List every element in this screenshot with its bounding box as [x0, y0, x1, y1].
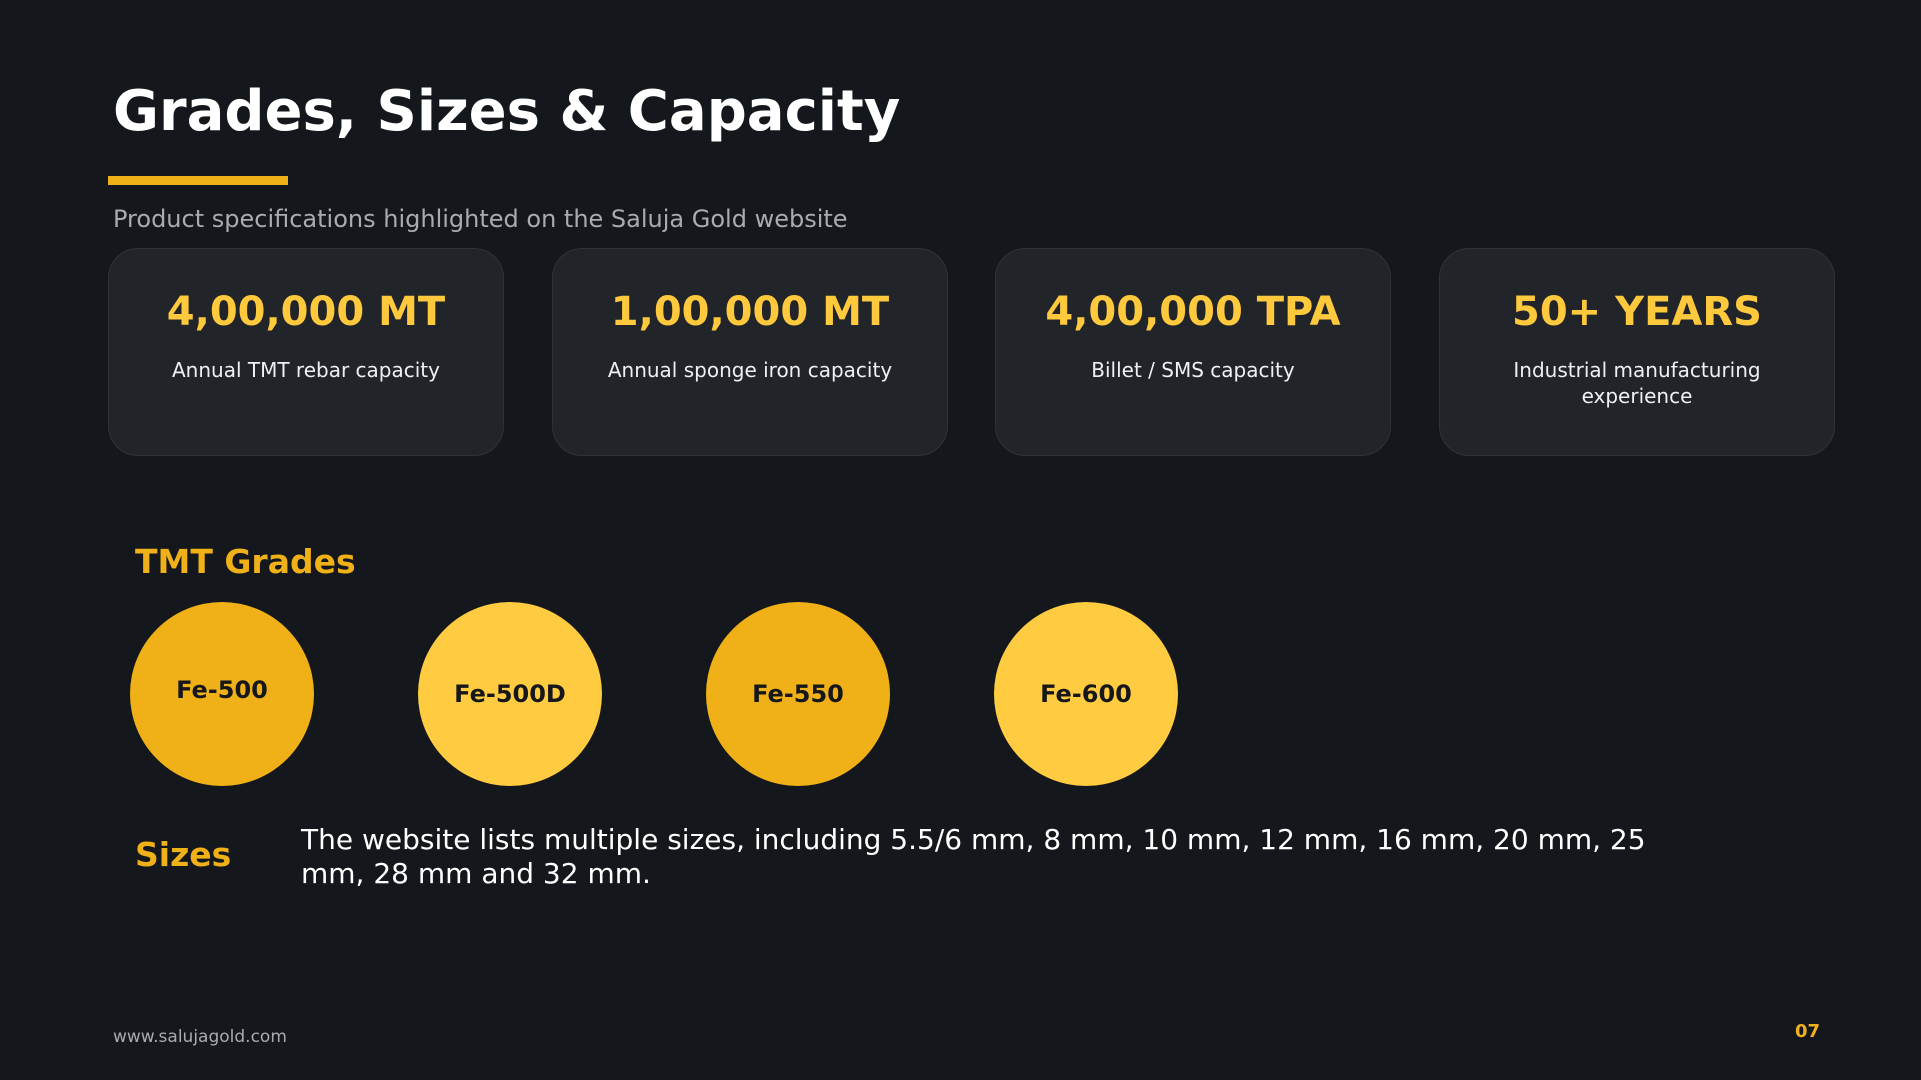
grade-label: Fe-500	[176, 676, 268, 704]
stat-card-experience: 50+ YEARS Industrial manufacturing exper…	[1439, 248, 1835, 456]
stat-card-billet-capacity: 4,00,000 TPA Billet / SMS capacity	[995, 248, 1391, 456]
stat-label: Annual TMT rebar capacity	[172, 358, 440, 382]
page-number: 07	[1794, 1021, 1820, 1042]
grade-badge-fe-600: Fe-600	[994, 602, 1178, 786]
stat-card-tmt-capacity: 4,00,000 MT Annual TMT rebar capacity	[108, 248, 504, 456]
stat-value: 4,00,000 MT	[166, 289, 446, 335]
slide-title: Grades, Sizes & Capacity	[113, 79, 901, 144]
grade-badge-fe-500d: Fe-500D	[418, 602, 602, 786]
footer-url: www.salujagold.com	[113, 1027, 287, 1047]
stat-label: Industrial manufacturing experience	[1513, 358, 1761, 408]
stat-value: 1,00,000 MT	[610, 289, 890, 335]
slide-subtitle: Product specifications highlighted on th…	[113, 205, 848, 233]
sizes-heading: Sizes	[135, 835, 232, 874]
grade-label: Fe-500D	[454, 680, 566, 708]
stat-value: 4,00,000 TPA	[1045, 289, 1341, 335]
grade-badge-fe-550: Fe-550	[706, 602, 890, 786]
title-underline	[108, 176, 288, 185]
stat-label: Annual sponge iron capacity	[607, 358, 893, 382]
stat-value: 50+ YEARS	[1512, 289, 1762, 335]
tmt-grades-heading: TMT Grades	[135, 542, 356, 581]
sizes-description: The website lists multiple sizes, includ…	[301, 823, 1646, 890]
stat-card-sponge-iron-capacity: 1,00,000 MT Annual sponge iron capacity	[552, 248, 948, 456]
grade-label: Fe-600	[1040, 680, 1132, 708]
grade-label: Fe-550	[752, 680, 844, 708]
stat-label: Billet / SMS capacity	[1091, 358, 1295, 382]
grade-badge-fe-500: Fe-500	[130, 602, 314, 786]
